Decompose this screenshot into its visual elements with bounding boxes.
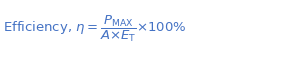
- Text: Efficiency, $\eta=\dfrac{P_{\mathsf{MAX}}}{A{\times}E_{\mathsf{T}}}{\times}100\%: Efficiency, $\eta=\dfrac{P_{\mathsf{MAX}…: [3, 14, 186, 43]
